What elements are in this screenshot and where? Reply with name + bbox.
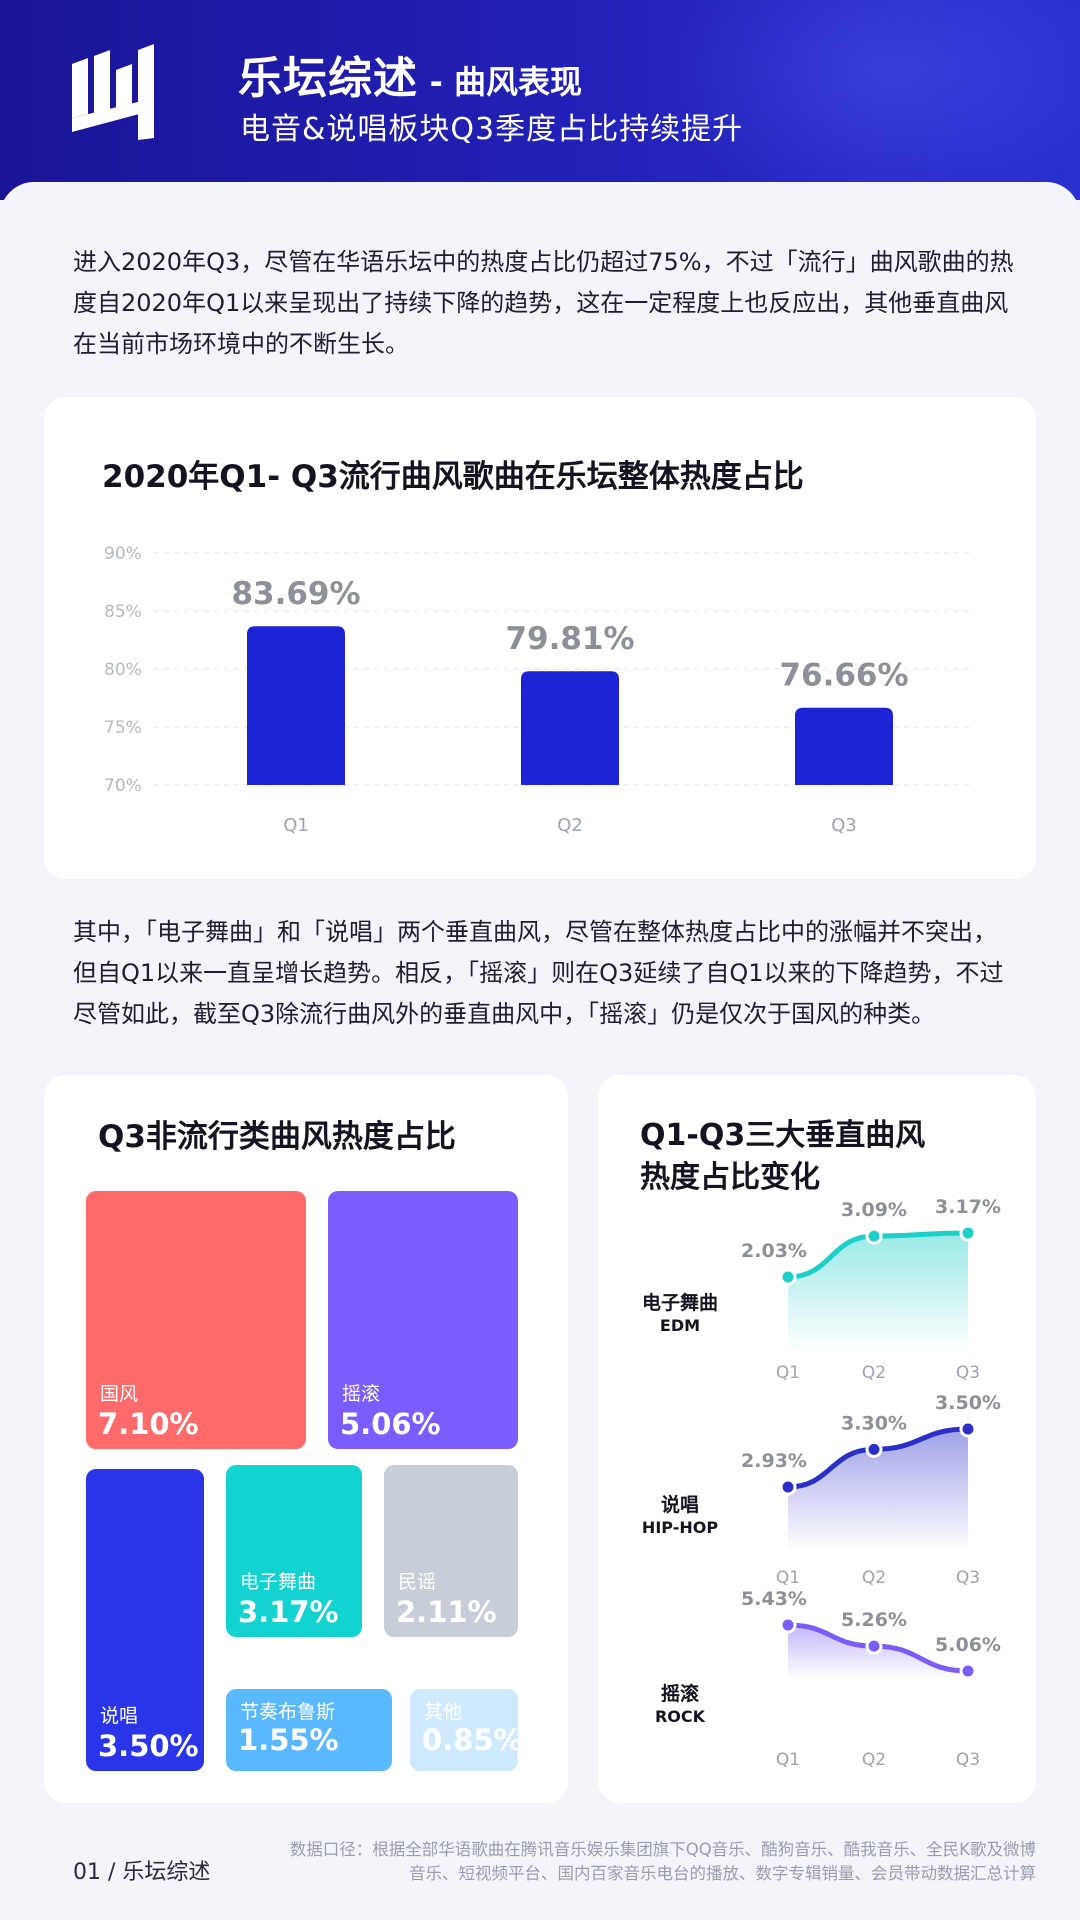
treemap-tile-name: 民谣 xyxy=(398,1571,437,1593)
series-point xyxy=(959,1420,977,1438)
treemap-tile-value: 3.17% xyxy=(238,1595,339,1629)
y-tick-label: 70% xyxy=(104,776,142,796)
series-point xyxy=(959,1662,977,1680)
y-tick-label: 80% xyxy=(104,660,142,680)
treemap-tile-name: 摇滚 xyxy=(342,1383,381,1405)
bar-chart-title: 2020年Q1- Q3流行曲风歌曲在乐坛整体热度占比 xyxy=(102,459,804,495)
bar xyxy=(795,707,893,785)
treemap-title: Q3非流行类曲风热度占比 xyxy=(98,1119,456,1155)
series-name-en: EDM xyxy=(660,1316,700,1335)
page-title-main: 乐坛综述 xyxy=(238,53,418,104)
series-name: 说唱 xyxy=(661,1493,699,1516)
series-point xyxy=(865,1637,883,1655)
bar-value-label: 83.69% xyxy=(231,576,360,612)
data-source-note: 数据口径：根据全部华语歌曲在腾讯音乐娱乐集团旗下QQ音乐、酷狗音乐、酷我音乐、全… xyxy=(289,1840,1036,1883)
line-chart-title-line1: Q1-Q3三大垂直曲风 xyxy=(640,1118,926,1153)
series-point xyxy=(779,1478,797,1496)
bar xyxy=(247,626,345,785)
x-category-label: Q2 xyxy=(862,1750,886,1770)
series-point xyxy=(865,1440,883,1458)
header-glow xyxy=(660,0,1080,200)
treemap-card: Q3非流行类曲风热度占比 国风 7.10% 摇滚 5.06% 说唱 3.50% 电子舞曲 3.… xyxy=(44,1075,568,1803)
x-category-label: Q1 xyxy=(776,1568,800,1588)
y-tick-label: 75% xyxy=(104,718,142,738)
treemap-tile-name: 节奏布鲁斯 xyxy=(240,1701,336,1723)
brand-logo-icon xyxy=(72,44,154,140)
series-point-label: 3.50% xyxy=(935,1392,1001,1414)
series-point-label: 5.26% xyxy=(841,1609,907,1631)
x-category-label: Q2 xyxy=(862,1363,886,1383)
treemap-tile-name: 国风 xyxy=(100,1383,139,1405)
treemap-tile-name: 说唱 xyxy=(100,1705,139,1727)
treemap-tile: 其他 0.85% xyxy=(410,1689,518,1771)
line-charts: 2.03% Q1 3.09% Q2 3.17% Q3 电子舞曲 EDM 2.93% Q1 3.30%… xyxy=(642,1196,1001,1770)
series-point-label: 2.93% xyxy=(741,1450,807,1472)
series-point xyxy=(865,1227,883,1245)
series-point xyxy=(959,1224,977,1242)
x-category-label: Q3 xyxy=(956,1750,980,1770)
bar-value-label: 79.81% xyxy=(505,621,634,657)
treemap-tile-value: 5.06% xyxy=(340,1407,441,1441)
page-title-suffix: - 曲风表现 xyxy=(429,63,583,101)
series-point xyxy=(779,1616,797,1634)
treemap-tile: 民谣 2.11% xyxy=(384,1465,518,1637)
series-name: 电子舞曲 xyxy=(642,1291,718,1314)
y-tick-label: 90% xyxy=(104,544,142,564)
line-charts-card: Q1-Q3三大垂直曲风 热度占比变化 2.03% Q1 3.09% Q2 3.17% Q3… xyxy=(598,1075,1036,1803)
x-category-label: Q3 xyxy=(831,815,857,836)
treemap-tile-name: 电子舞曲 xyxy=(240,1571,317,1593)
treemap-tile-value: 7.10% xyxy=(98,1407,199,1441)
x-category-label: Q1 xyxy=(283,815,309,836)
page-title: 乐坛综述 - 曲风表现 xyxy=(238,42,582,106)
line-chart-title-line2: 热度占比变化 xyxy=(640,1160,820,1195)
page-header: 乐坛综述 - 曲风表现 电音&说唱板块Q3季度占比持续提升 xyxy=(0,0,1080,200)
y-tick-label: 85% xyxy=(104,602,142,622)
series-point xyxy=(779,1268,797,1286)
series-name-en: HIP-HOP xyxy=(642,1518,718,1537)
line-chart-title: Q1-Q3三大垂直曲风 热度占比变化 xyxy=(640,1115,925,1199)
intro-paragraph: 进入2020年Q3，尽管在华语乐坛中的热度占比仍超过75%，不过「流行」曲风歌曲… xyxy=(73,248,1014,358)
x-category-label: Q2 xyxy=(557,815,583,836)
treemap-tile: 国风 7.10% xyxy=(86,1191,306,1449)
bar-chart: 90% 85% 80% 75% 70% 83.69% Q1 79.81% Q2 76.66% Q3 xyxy=(104,544,974,836)
x-category-label: Q1 xyxy=(776,1750,800,1770)
series-point-label: 3.09% xyxy=(841,1199,907,1221)
series-name-en: ROCK xyxy=(655,1707,706,1726)
treemap-tile: 节奏布鲁斯 1.55% xyxy=(226,1689,392,1771)
treemap-tile-value: 0.85% xyxy=(422,1723,518,1757)
treemap-tile: 摇滚 5.06% xyxy=(328,1191,518,1449)
series-name: 摇滚 xyxy=(661,1682,700,1705)
treemap-tile: 电子舞曲 3.17% xyxy=(226,1465,362,1637)
page-number: 01 / 乐坛综述 xyxy=(73,1860,211,1885)
x-category-label: Q3 xyxy=(956,1568,980,1588)
bar xyxy=(521,671,619,785)
x-category-label: Q3 xyxy=(956,1363,980,1383)
x-category-label: Q2 xyxy=(862,1568,886,1588)
bar-chart-card: 2020年Q1- Q3流行曲风歌曲在乐坛整体热度占比 90% 85% 80% 75% 7… xyxy=(44,397,1036,879)
treemap: 国风 7.10% 摇滚 5.06% 说唱 3.50% 电子舞曲 3.17% 民谣 2.11% 节奏布… xyxy=(44,1075,568,1803)
series-point-label: 5.06% xyxy=(935,1634,1001,1656)
series-point-label: 5.43% xyxy=(741,1588,807,1610)
treemap-tile-name: 其他 xyxy=(424,1701,463,1723)
middle-paragraph: 其中，「电子舞曲」和「说唱」两个垂直曲风，尽管在整体热度占比中的涨幅并不突出， … xyxy=(73,918,1004,1028)
treemap-tile-value: 1.55% xyxy=(238,1723,339,1757)
series-area xyxy=(788,1233,968,1351)
series-point-label: 3.17% xyxy=(935,1196,1001,1218)
series-point-label: 2.03% xyxy=(741,1240,807,1262)
treemap-tile-value: 3.50% xyxy=(98,1729,199,1763)
x-category-label: Q1 xyxy=(776,1363,800,1383)
treemap-tile: 说唱 3.50% xyxy=(86,1469,204,1771)
treemap-tile-value: 2.11% xyxy=(396,1595,497,1629)
bar-value-label: 76.66% xyxy=(779,658,908,694)
series-point-label: 3.30% xyxy=(841,1412,907,1434)
series-area xyxy=(788,1429,968,1551)
page-subtitle: 电音&说唱板块Q3季度占比持续提升 xyxy=(240,112,744,147)
